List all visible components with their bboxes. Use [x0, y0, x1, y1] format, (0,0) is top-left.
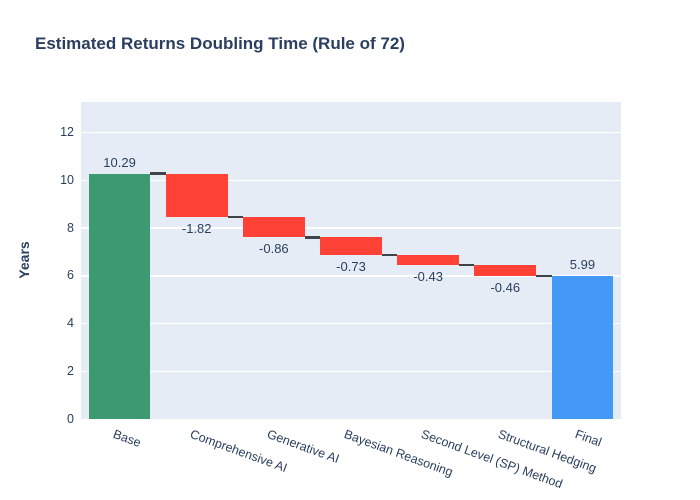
x-tick-label: Final — [573, 427, 604, 450]
y-gridline — [81, 227, 621, 229]
y-gridline — [81, 322, 621, 325]
waterfall-connector — [536, 274, 552, 278]
y-tick-label: 10 — [60, 172, 74, 187]
y-gridline — [81, 179, 621, 182]
waterfall-connector — [150, 172, 166, 175]
waterfall-connector — [227, 215, 243, 219]
waterfall-bar-base[interactable] — [88, 173, 151, 419]
x-tick-label: Second Level (SP) Method — [419, 427, 565, 492]
y-gridline — [81, 275, 621, 277]
plot-area[interactable] — [81, 102, 621, 419]
waterfall-bar-generative-ai[interactable] — [243, 216, 305, 238]
waterfall-bar-bayesian-reasoning[interactable] — [320, 237, 382, 255]
y-axis-title: Years — [16, 241, 32, 279]
y-tick-label: 12 — [60, 125, 74, 140]
y-tick-label: 6 — [67, 268, 74, 283]
bar-value-label: -0.46 — [490, 280, 521, 296]
chart-title: Estimated Returns Doubling Time (Rule of… — [35, 34, 405, 53]
bar-value-label: -0.86 — [259, 241, 289, 257]
waterfall-connector — [304, 236, 321, 239]
waterfall-connector — [459, 263, 475, 267]
y-tick-label: 4 — [67, 316, 74, 331]
bar-value-label: -0.43 — [413, 269, 443, 285]
x-tick-label: Base — [110, 427, 143, 450]
bar-value-label: -1.82 — [181, 220, 212, 236]
waterfall-bar-structural-hedging[interactable] — [474, 265, 537, 277]
bar-value-label: 5.99 — [569, 257, 596, 273]
y-tick-label: 8 — [67, 220, 74, 235]
y-tick-label: 0 — [67, 411, 74, 426]
waterfall-bar-second-level-sp-method[interactable] — [397, 254, 459, 266]
y-gridline — [81, 370, 621, 372]
y-gridline — [81, 132, 621, 134]
y-tick-label: 2 — [67, 363, 74, 378]
waterfall-bar-final[interactable] — [551, 276, 614, 419]
bar-value-label: 10.29 — [103, 154, 136, 170]
bar-value-label: -0.73 — [336, 258, 366, 274]
waterfall-connector — [381, 253, 398, 257]
waterfall-bar-comprehensive-ai[interactable] — [165, 173, 228, 217]
